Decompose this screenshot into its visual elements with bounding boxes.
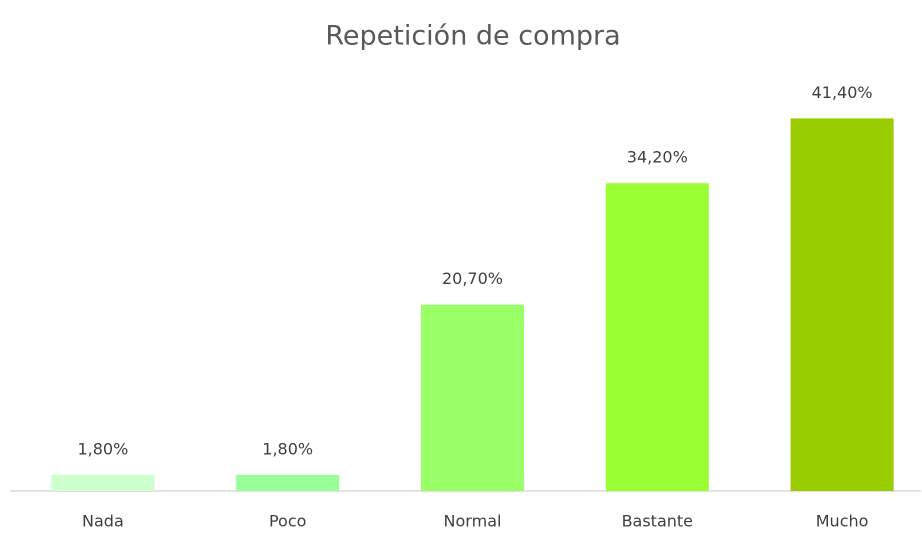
bar [421,304,524,491]
bar [51,474,155,491]
x-tick-label: Bastante [622,512,693,531]
data-label: 20,70% [442,269,503,288]
x-tick-label: Mucho [816,512,869,531]
data-label: 41,40% [812,83,873,102]
x-tick-label: Normal [444,512,502,531]
data-label: 34,20% [627,148,688,167]
bar [790,118,894,492]
x-tick-label: Poco [269,512,306,531]
data-label: 1,80% [77,439,128,458]
bar [605,183,709,491]
data-label: 1,80% [262,439,313,458]
bar [236,474,340,491]
chart-title: Repetición de compra [325,21,620,52]
x-tick-label: Nada [82,512,124,531]
